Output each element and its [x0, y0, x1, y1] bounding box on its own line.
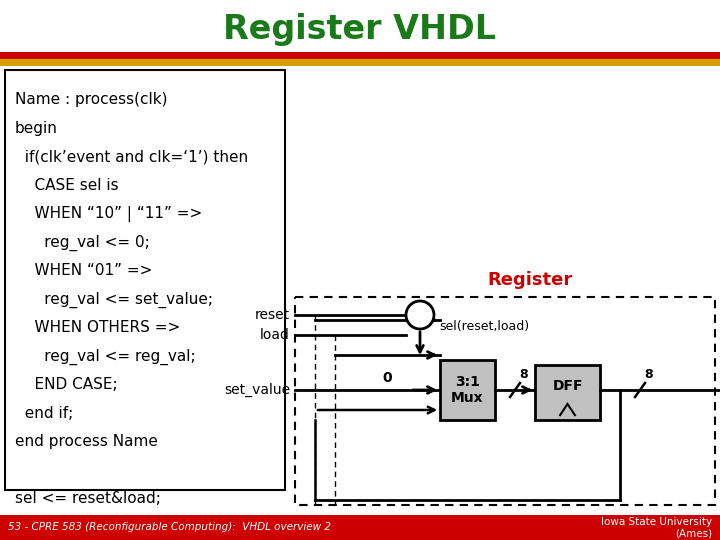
Text: (Ames): (Ames) [675, 529, 712, 539]
Text: DFF: DFF [552, 379, 582, 393]
Bar [535, 365, 600, 420]
Bar [0, 52, 720, 59]
Text: 0: 0 [383, 371, 392, 385]
Text: if(clk’event and clk=‘1’) then: if(clk’event and clk=‘1’) then [15, 149, 248, 164]
Text: set_value: set_value [224, 383, 290, 397]
Text: reg_val <= 0;: reg_val <= 0; [15, 234, 150, 251]
Text: 53 - CPRE 583 (Reconfigurable Computing):  VHDL overview 2: 53 - CPRE 583 (Reconfigurable Computing)… [8, 522, 331, 532]
Text: end process Name: end process Name [15, 434, 158, 449]
Bar [5, 70, 285, 490]
Text: sel(reset,load): sel(reset,load) [439, 320, 529, 333]
Text: Iowa State University: Iowa State University [601, 517, 712, 527]
Bar [440, 360, 495, 420]
Text: CASE sel is: CASE sel is [15, 178, 119, 192]
Text: END CASE;: END CASE; [15, 377, 117, 392]
Text: end if;: end if; [15, 406, 73, 421]
Text: sel <= reset&load;: sel <= reset&load; [15, 491, 161, 506]
Text: Mux: Mux [451, 391, 484, 405]
Bar [0, 59, 720, 66]
Text: WHEN OTHERS =>: WHEN OTHERS => [15, 320, 180, 335]
Text: Register VHDL: Register VHDL [223, 14, 497, 46]
Bar [0, 515, 720, 540]
Text: Register: Register [487, 271, 572, 289]
Text: 8: 8 [519, 368, 528, 381]
Text: 8: 8 [644, 368, 652, 381]
Circle shape [406, 301, 434, 329]
Text: 3:1: 3:1 [455, 375, 480, 389]
Text: Name : process(clk): Name : process(clk) [15, 92, 168, 107]
Text: WHEN “10” | “11” =>: WHEN “10” | “11” => [15, 206, 202, 222]
Text: WHEN “01” =>: WHEN “01” => [15, 263, 153, 278]
Text: begin: begin [15, 120, 58, 136]
Bar [295, 297, 715, 505]
Text: reg_val <= reg_val;: reg_val <= reg_val; [15, 348, 196, 364]
Text: load: load [260, 328, 290, 342]
Text: reg_val <= set_value;: reg_val <= set_value; [15, 292, 213, 308]
Text: reset: reset [255, 308, 290, 322]
